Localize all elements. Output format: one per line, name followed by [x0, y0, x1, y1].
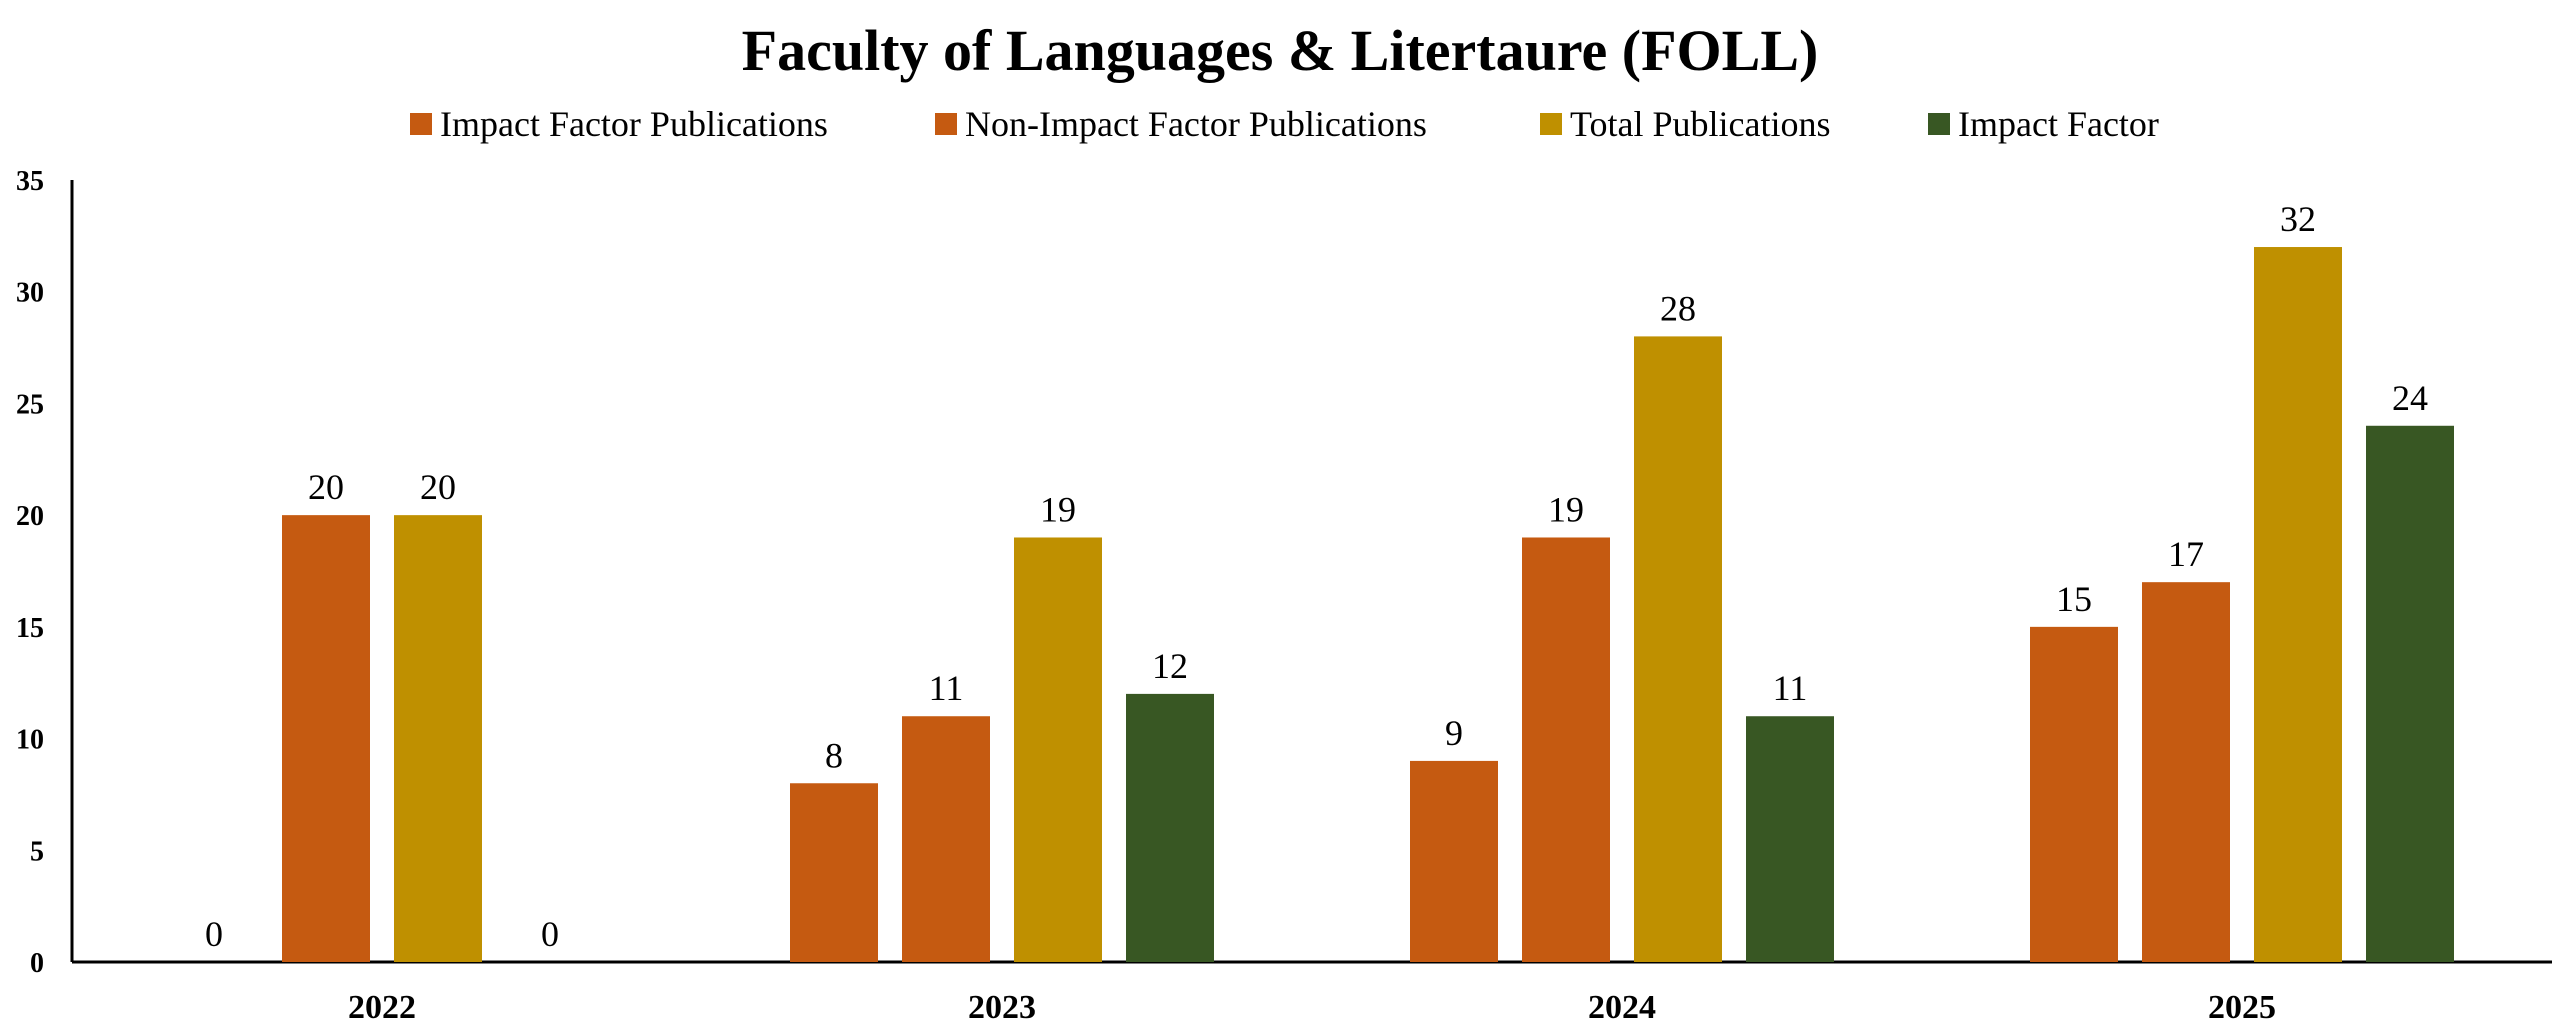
chart-title: Faculty of Languages & Litertaure (FOLL): [742, 18, 1819, 83]
y-tick-label: 15: [16, 613, 44, 644]
data-label-non-impact-factor-publications-2025: 17: [2168, 534, 2204, 574]
x-tick-label: 2024: [1588, 989, 1656, 1026]
data-label-impact-factor-2024: 11: [1773, 668, 1808, 708]
legend-label-non-impact-factor-publications: Non-Impact Factor Publications: [965, 104, 1427, 144]
data-label-impact-factor-publications-2024: 9: [1445, 713, 1463, 753]
y-axis: 0 5 10 15 20 25 30 35: [16, 166, 74, 979]
legend-swatch-impact-factor: [1928, 113, 1950, 135]
data-label-impact-factor-2022: 0: [541, 914, 559, 954]
legend-swatch-non-impact-factor-publications: [935, 113, 957, 135]
x-tick-label: 2025: [2208, 989, 2276, 1026]
bar-impact-factor-publications-2025: [2030, 626, 2118, 962]
data-label-total-publications-2025: 32: [2280, 199, 2316, 239]
legend-label-impact-factor-publications: Impact Factor Publications: [440, 104, 828, 144]
bar-non-impact-factor-publications-2023: [902, 716, 990, 962]
data-label-impact-factor-2023: 12: [1152, 646, 1188, 686]
bar-total-publications-2025: [2254, 247, 2342, 962]
x-tick-label: 2023: [968, 989, 1036, 1026]
legend-swatch-total-publications: [1540, 113, 1562, 135]
data-labels: 0 20 20 0 8 11 19 12 9 19 28 11 15 17 32 24: [205, 199, 2428, 954]
bar-total-publications-2022: [394, 515, 482, 962]
bar-impact-factor-2023: [1126, 693, 1214, 962]
data-label-non-impact-factor-publications-2024: 19: [1548, 489, 1584, 529]
data-label-impact-factor-publications-2025: 15: [2056, 579, 2092, 619]
bar-impact-factor-2025: [2366, 425, 2454, 962]
x-tick-label: 2022: [348, 989, 416, 1026]
y-tick-label: 25: [16, 389, 44, 420]
legend-label-total-publications: Total Publications: [1570, 104, 1830, 144]
data-label-non-impact-factor-publications-2023: 11: [929, 668, 964, 708]
bar-non-impact-factor-publications-2022: [282, 515, 370, 962]
y-tick-label: 20: [16, 501, 44, 532]
legend-swatch-impact-factor-publications: [410, 113, 432, 135]
data-label-non-impact-factor-publications-2022: 20: [308, 467, 344, 507]
bar-impact-factor-2024: [1746, 716, 1834, 962]
bar-impact-factor-publications-2023: [790, 783, 878, 962]
legend-label-impact-factor: Impact Factor: [1958, 104, 2159, 144]
data-label-total-publications-2024: 28: [1660, 288, 1696, 328]
bar-non-impact-factor-publications-2025: [2142, 582, 2230, 962]
data-label-impact-factor-publications-2023: 8: [825, 735, 843, 775]
y-tick-label: 30: [16, 278, 44, 309]
data-label-impact-factor-2025: 24: [2392, 378, 2428, 418]
y-tick-label: 35: [16, 166, 44, 197]
bar-impact-factor-publications-2024: [1410, 760, 1498, 962]
bar-total-publications-2023: [1014, 537, 1102, 962]
data-label-total-publications-2023: 19: [1040, 489, 1076, 529]
x-axis: 2022 2023 2024 2025: [72, 960, 2552, 1026]
legend: Impact Factor Publications Non-Impact Fac…: [410, 104, 2159, 144]
bar-total-publications-2024: [1634, 336, 1722, 962]
bars: [282, 247, 2454, 962]
y-tick-label: 5: [30, 836, 44, 867]
y-tick-label: 0: [30, 948, 44, 979]
bar-non-impact-factor-publications-2024: [1522, 537, 1610, 962]
data-label-impact-factor-publications-2022: 0: [205, 914, 223, 954]
y-tick-label: 10: [16, 725, 44, 756]
data-label-total-publications-2022: 20: [420, 467, 456, 507]
